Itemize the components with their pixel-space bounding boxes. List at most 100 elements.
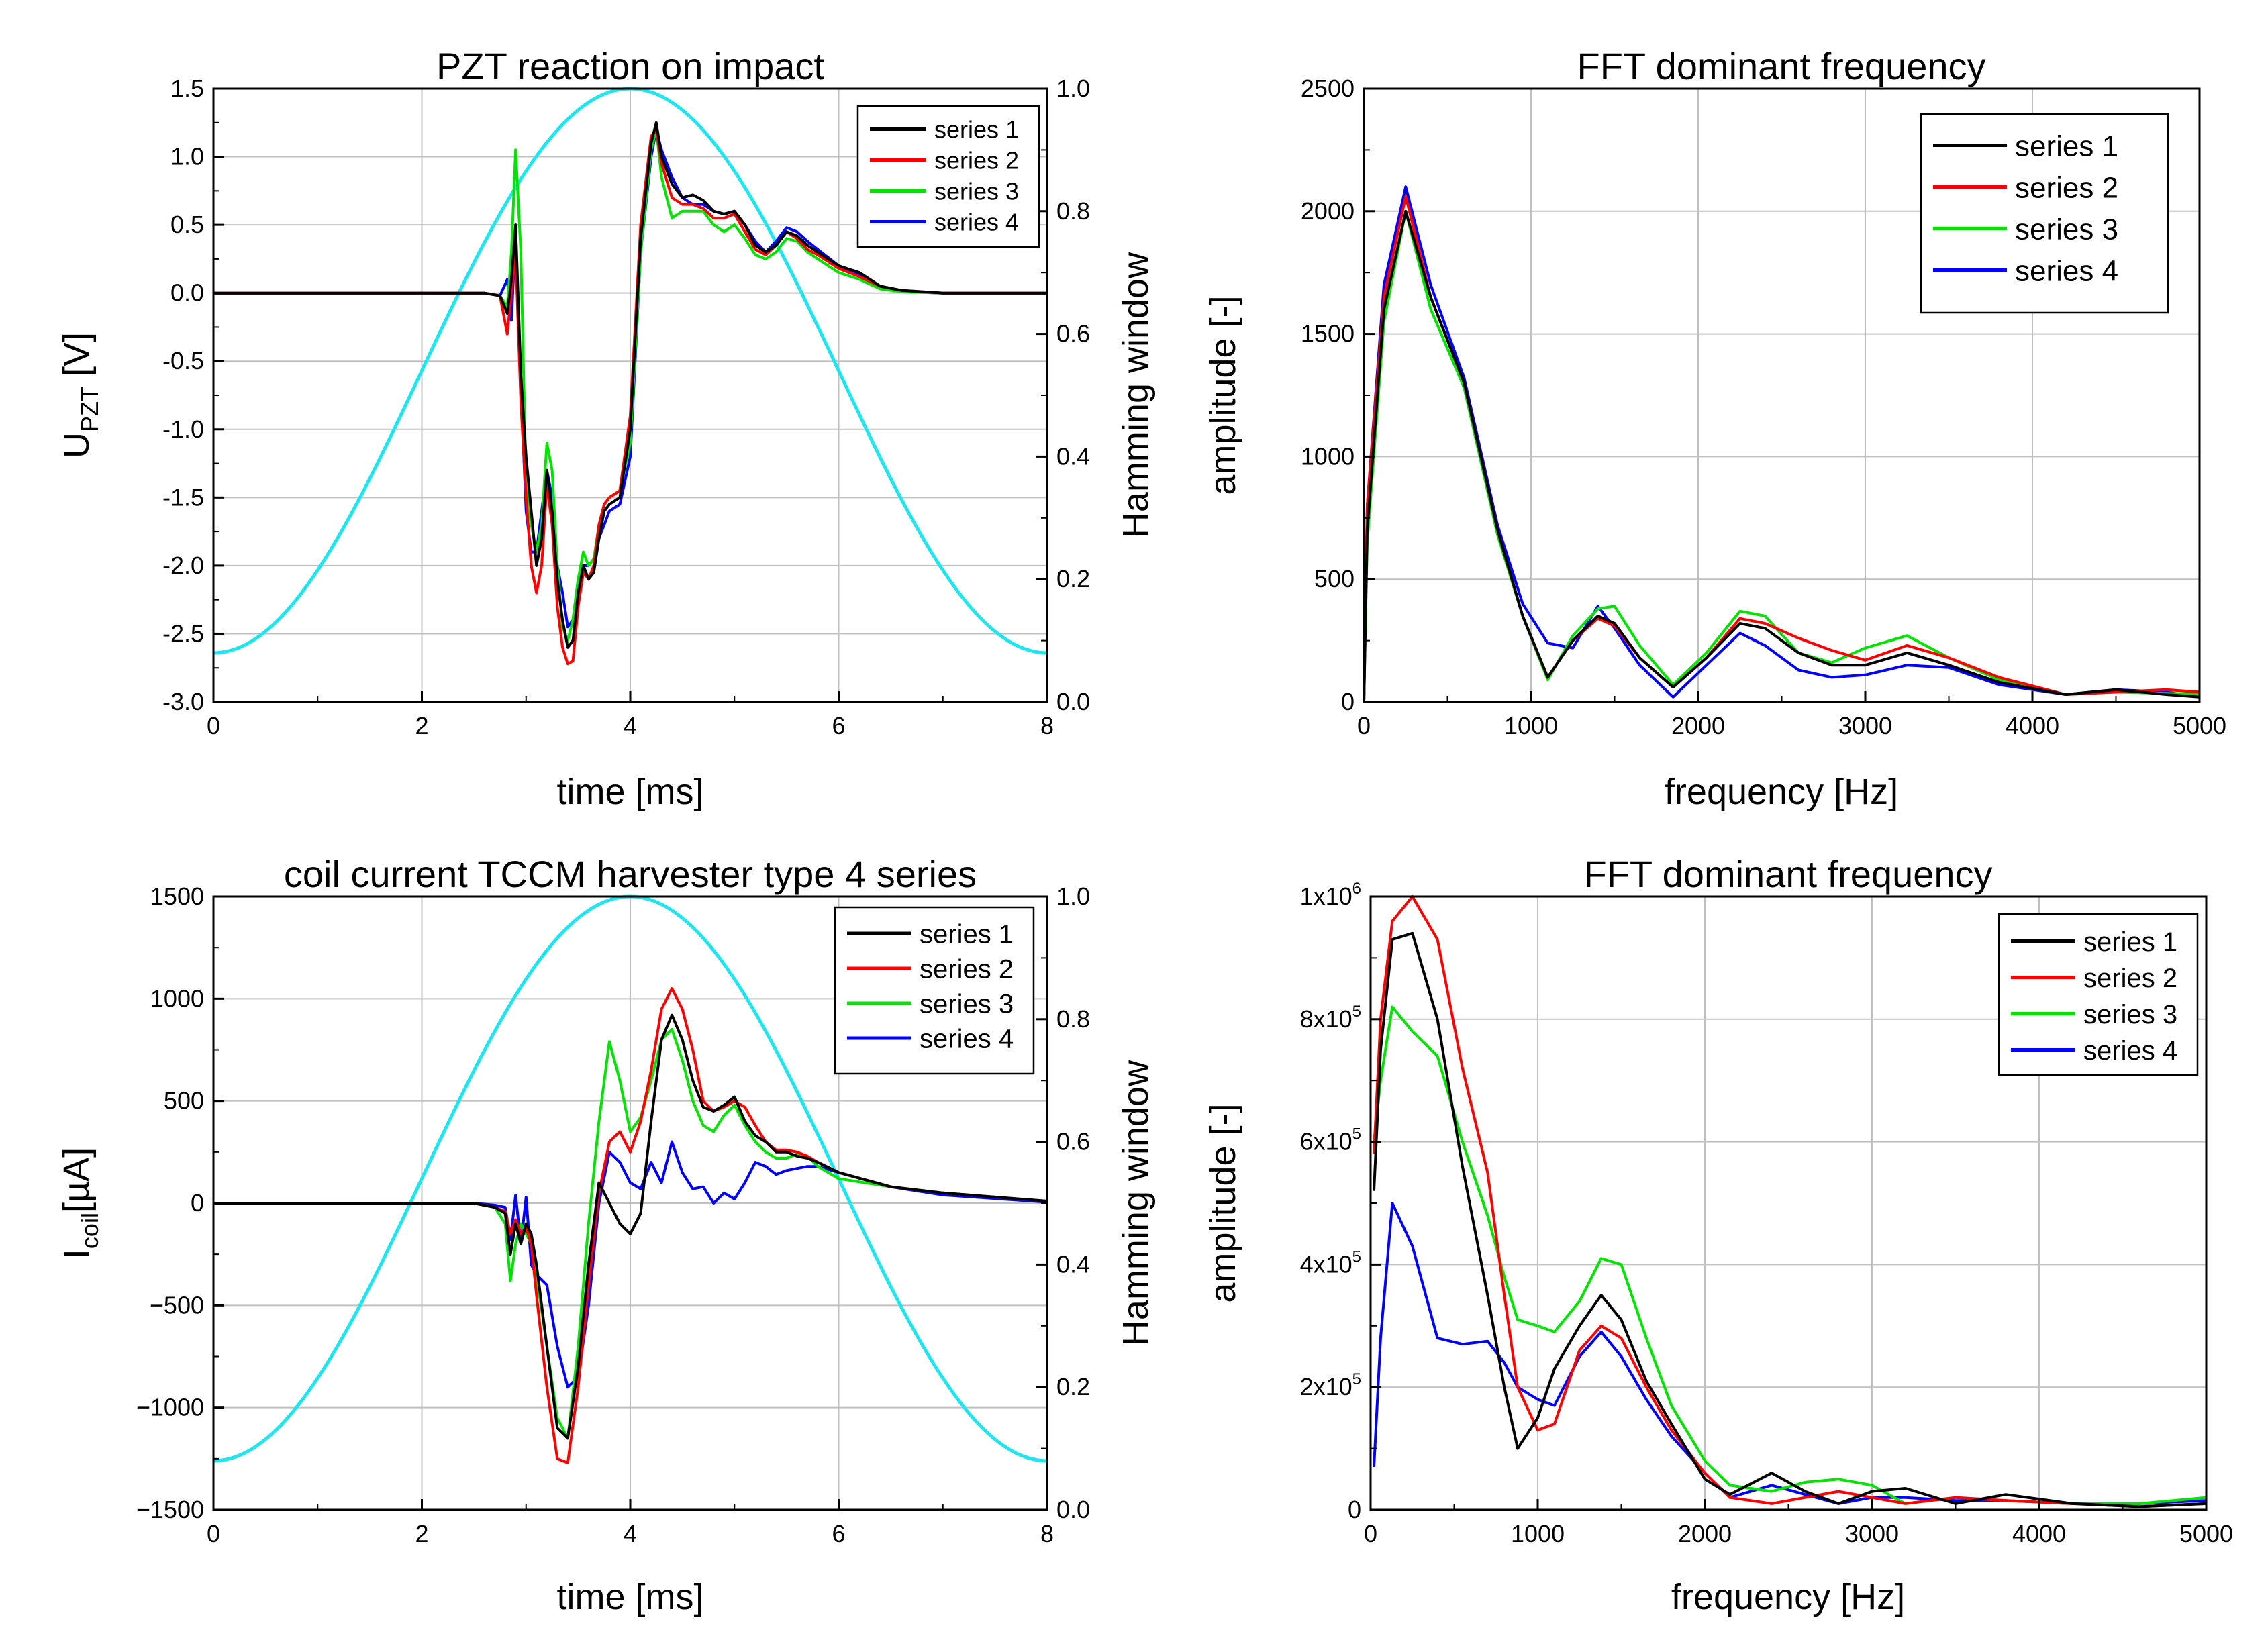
chart-fft-coil: 0 1000 2000 3000 4000 5000 1x106 8x105 6x105 4x10… — [1203, 853, 2233, 1617]
legend-label: series 2 — [2083, 964, 2177, 993]
y-tick-label: 0 — [1348, 1496, 1361, 1523]
y2-axis-label: Hamming window — [1116, 252, 1156, 538]
series-line-series-1 — [213, 121, 1047, 649]
y2-tick-label: 0.4 — [1056, 442, 1090, 470]
y-tick-label: 4x105 — [1300, 1247, 1361, 1278]
legend-label: series 4 — [934, 208, 1019, 236]
series-lines — [213, 121, 1047, 666]
chart-title: FFT dominant frequency — [1577, 45, 1985, 87]
series-line-series-4 — [1373, 1202, 2207, 1505]
y2-tick-label: 0.8 — [1056, 1005, 1090, 1033]
x-axis-label: frequency [Hz] — [1671, 1577, 1905, 1617]
series-lines — [213, 987, 1048, 1464]
axis-ticks: 0 2 4 6 8 1.5 1.0 0.5 0.0 -0.5 -1.0 -1.5 -2.0 -2.5 -3.… — [162, 74, 1090, 739]
chart-fft-pzt: 0 1000 2000 3000 4000 50002500200015001000500… — [1203, 45, 2226, 812]
y-tick-label: 1000 — [1301, 442, 1354, 470]
y2-tick-label: 0.2 — [1056, 1373, 1090, 1400]
y2-tick-label: 0.2 — [1056, 565, 1090, 593]
x-tick-label: 0 — [207, 1520, 220, 1547]
y-tick-label: 0 — [191, 1189, 204, 1217]
series-line-series-1 — [213, 1013, 1048, 1440]
y-tick-label: -3.0 — [162, 688, 204, 715]
y-axis-label: amplitude [-] — [1203, 295, 1243, 495]
legend: series 1 series 2 series 3 series 4 — [834, 906, 1035, 1075]
x-tick-label: 3000 — [1838, 712, 1892, 739]
x-tick-label: 6 — [832, 712, 845, 739]
x-tick-label: 4 — [624, 1520, 637, 1547]
legend: series 1 series 2 series 3 series 4 — [1920, 113, 2169, 314]
y-tick-label: 0.5 — [170, 211, 204, 238]
x-tick-label: 6 — [832, 1520, 845, 1547]
y2-tick-label: 0.0 — [1056, 1496, 1090, 1523]
legend: series 1 series 2 series 3 series 4 — [1998, 913, 2199, 1076]
x-tick-label: 4000 — [2006, 712, 2059, 739]
legend-label: series 3 — [920, 989, 1014, 1019]
y-axis-label: Icoil[µA] — [56, 1147, 103, 1259]
y-tick-label: 1500 — [1301, 320, 1354, 348]
x-tick-label: 2000 — [1678, 1520, 1732, 1547]
y-tick-label: 1.5 — [170, 74, 204, 102]
legend-label: series 4 — [2015, 254, 2118, 287]
legend-label: series 2 — [934, 146, 1019, 174]
y-tick-label: 0.0 — [170, 279, 204, 307]
x-tick-label: 0 — [1357, 712, 1371, 739]
y-tick-label: 1.0 — [170, 143, 204, 170]
y-tick-label: −1000 — [136, 1394, 204, 1421]
y-tick-label: -2.5 — [162, 619, 204, 647]
axis-ticks: 0 1000 2000 3000 4000 50002500200015001000500… — [1301, 74, 2226, 739]
series-line-series-3 — [1363, 209, 2200, 703]
legend-label: series 1 — [920, 919, 1014, 949]
y-axis-label-rest: [V] — [56, 332, 97, 387]
legend-box — [1920, 113, 2169, 314]
x-tick-label: 4000 — [2012, 1520, 2066, 1547]
x-tick-label: 3000 — [1845, 1520, 1899, 1547]
y-tick-label: 500 — [164, 1087, 204, 1115]
x-tick-label: 1000 — [1504, 712, 1558, 739]
axis-ticks: 0 1000 2000 3000 4000 5000 1x106 8x105 6x105 4x10… — [1300, 880, 2233, 1547]
y-tick-label: 6x105 — [1300, 1125, 1361, 1156]
x-tick-label: 8 — [1040, 712, 1054, 739]
series-line-series-1 — [1363, 209, 2200, 703]
series-lines — [1363, 185, 2200, 703]
y-axis-label: amplitude [-] — [1203, 1103, 1243, 1302]
series-line-series-1 — [1373, 931, 2207, 1508]
x-tick-label: 2000 — [1671, 712, 1725, 739]
y-tick-label: 2500 — [1301, 74, 1354, 102]
y-tick-label: 1500 — [150, 882, 204, 910]
chart-pzt-reaction: 0 2 4 6 8 1.5 1.0 0.5 0.0 -0.5 -1.0 -1.5 -2.0 -2.5 -3.… — [56, 45, 1156, 812]
x-axis-label: frequency [Hz] — [1665, 772, 1898, 812]
y2-tick-label: 0.6 — [1056, 320, 1090, 348]
y-axis-label-rest: [µA] — [56, 1147, 97, 1213]
y-tick-label: -1.5 — [162, 483, 204, 511]
x-axis-label: time [ms] — [556, 1577, 703, 1617]
y-axis-label-sub: coil — [76, 1213, 103, 1249]
x-tick-label: 0 — [207, 712, 220, 739]
series-line-series-4 — [213, 1140, 1048, 1389]
grid — [1371, 897, 2206, 1510]
y-tick-label: −1500 — [136, 1496, 204, 1523]
series-line-series-4 — [1363, 185, 2200, 703]
x-tick-label: 2 — [415, 712, 428, 739]
y-tick-label: -0.5 — [162, 347, 204, 374]
y-tick-label: −500 — [150, 1291, 204, 1319]
x-axis-label: time [ms] — [556, 772, 703, 812]
y-tick-label: 2000 — [1301, 197, 1354, 225]
y2-tick-label: 0.8 — [1056, 197, 1090, 225]
x-tick-label: 1000 — [1511, 1520, 1565, 1547]
y2-tick-label: 0.4 — [1056, 1250, 1090, 1278]
legend-label: series 3 — [2015, 213, 2118, 246]
legend-label: series 2 — [2015, 171, 2118, 204]
legend-label: series 2 — [920, 954, 1014, 984]
x-tick-label: 2 — [415, 1520, 428, 1547]
x-tick-label: 4 — [624, 712, 637, 739]
y2-tick-label: 0.6 — [1056, 1128, 1090, 1156]
legend-label: series 4 — [2083, 1036, 2177, 1066]
y-axis-label-sub: PZT — [76, 387, 103, 432]
series-line-series-2 — [1373, 895, 2207, 1508]
y-tick-label: 1000 — [150, 984, 204, 1012]
legend-label: series 1 — [2083, 927, 2177, 957]
legend-box — [834, 906, 1035, 1075]
y2-tick-label: 0.0 — [1056, 688, 1090, 715]
axis-ticks: 0 2 4 6 8 1500 1000 500 0 −500 −1000 −1500 1.0 0.8 0.6… — [136, 882, 1090, 1547]
y2-tick-label: 1.0 — [1056, 74, 1090, 102]
